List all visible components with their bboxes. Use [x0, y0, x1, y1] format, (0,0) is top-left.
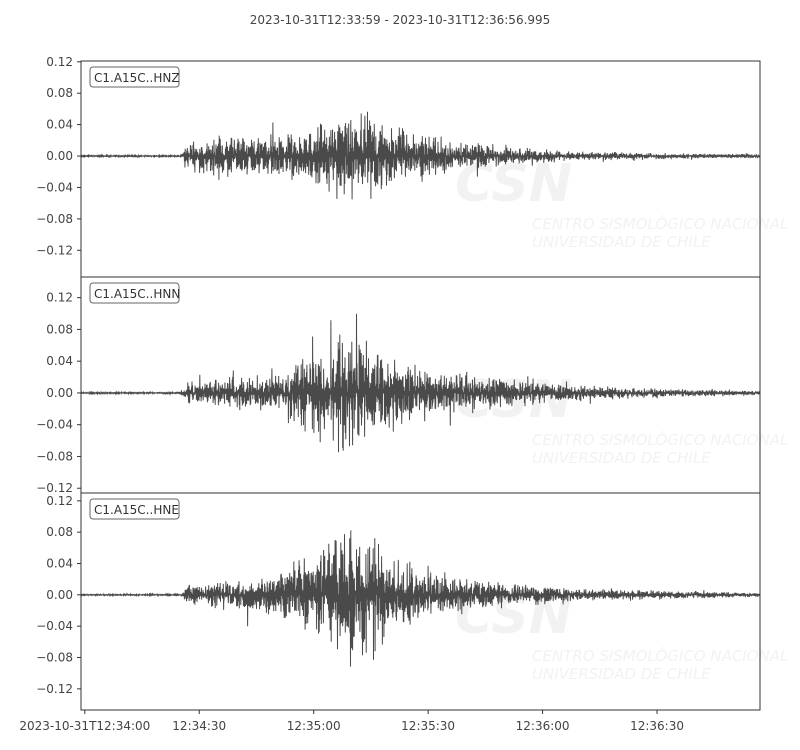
- watermark-line1: CENTRO SISMOLÓGICO NACIONAL: [532, 214, 788, 233]
- trace-label-box: [89, 498, 180, 520]
- y-tick-label: 0.08: [46, 86, 73, 100]
- y-tick-label: −0.12: [36, 682, 73, 696]
- y-tick-label: 0.00: [46, 588, 73, 602]
- watermark-line2: UNIVERSIDAD DE CHILE: [532, 449, 711, 467]
- y-tick-label: 0.00: [46, 149, 73, 163]
- axes-frame: [80, 492, 761, 711]
- watermark-line1: CENTRO SISMOLÓGICO NACIONAL: [532, 646, 788, 665]
- trace-label-box: [89, 66, 180, 88]
- x-tick-label: 12:36:00: [516, 719, 570, 733]
- trace-label: C1.A15C..HNN: [89, 282, 180, 304]
- y-tick-label: −0.08: [36, 449, 73, 463]
- y-tick-label: −0.04: [36, 619, 73, 633]
- trace-label-text: C1.A15C..HNZ: [94, 71, 180, 85]
- trace-label: C1.A15C..HNE: [89, 498, 180, 520]
- y-tick-label: −0.04: [36, 180, 73, 194]
- watermark-line2: UNIVERSIDAD DE CHILE: [532, 665, 711, 683]
- x-tick-label: 12:35:00: [287, 719, 341, 733]
- x-tick-label: 2023-10-31T12:34:00: [19, 719, 150, 733]
- y-tick-label: −0.12: [36, 481, 73, 495]
- y-tick-label: 0.08: [46, 525, 73, 539]
- trace-label: C1.A15C..HNZ: [89, 66, 180, 88]
- waveform-trace: [80, 111, 761, 200]
- y-tick-label: 0.04: [46, 118, 73, 132]
- y-tick-label: −0.04: [36, 418, 73, 432]
- watermark-line1: CENTRO SISMOLÓGICO NACIONAL: [532, 430, 788, 449]
- waveform-trace: [80, 530, 761, 667]
- y-tick-label: 0.12: [46, 55, 73, 69]
- x-tick-label: 12:35:30: [401, 719, 455, 733]
- y-tick-label: 0.08: [46, 322, 73, 336]
- y-tick-label: 0.04: [46, 354, 73, 368]
- y-tick-label: 0.00: [46, 386, 73, 400]
- watermark-line2: UNIVERSIDAD DE CHILE: [532, 233, 711, 251]
- trace-label-text: C1.A15C..HNE: [94, 503, 179, 517]
- trace-label-box: [89, 282, 180, 304]
- x-tick-label: 12:36:30: [630, 719, 684, 733]
- waveform-trace: [80, 313, 761, 453]
- trace-label-text: C1.A15C..HNN: [94, 287, 180, 301]
- watermark-logo-text: CSN: [455, 154, 572, 214]
- y-tick-label: 0.12: [46, 291, 73, 305]
- y-tick-label: −0.12: [36, 243, 73, 257]
- y-tick-label: 0.04: [46, 557, 73, 571]
- y-tick-label: −0.08: [36, 651, 73, 665]
- x-tick-label: 12:34:30: [172, 719, 226, 733]
- y-tick-label: 0.12: [46, 494, 73, 508]
- plot-title: 2023-10-31T12:33:59 - 2023-10-31T12:36:5…: [249, 13, 551, 27]
- y-tick-label: −0.08: [36, 212, 73, 226]
